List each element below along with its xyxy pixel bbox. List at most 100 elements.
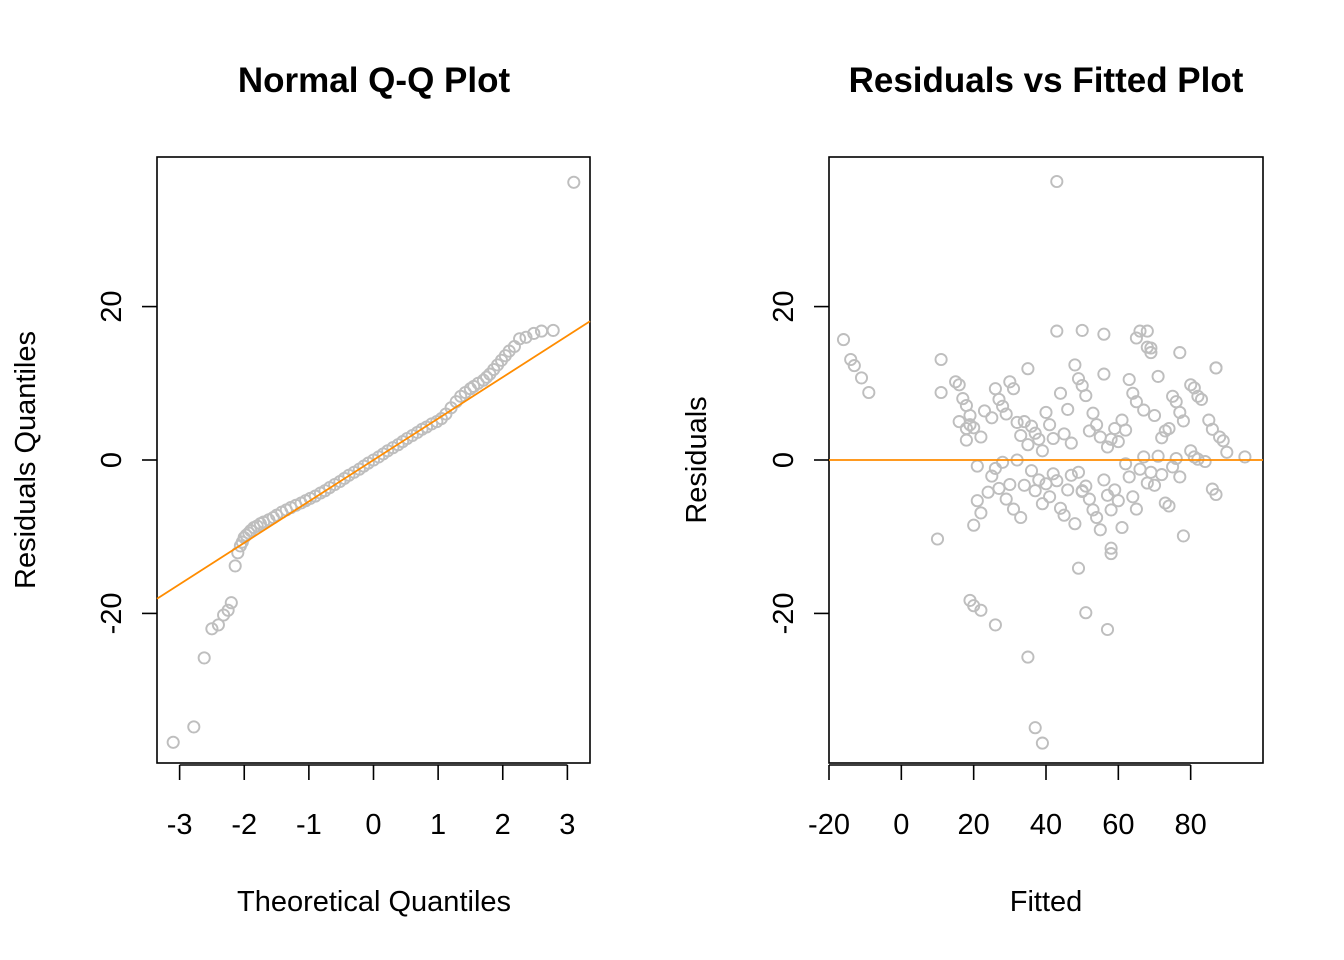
x-tick-label: 3 [559,809,575,841]
data-point [1115,520,1129,535]
data-point [985,411,999,425]
data-point [1061,483,1075,497]
data-point [934,352,948,367]
qq-y-axis: -20 0 20 [96,290,157,634]
data-point [1169,451,1183,466]
data-point [1209,487,1223,502]
data-point [1176,414,1190,428]
data-point [1205,422,1219,436]
data-point [1126,386,1140,400]
x-tick-label: 0 [365,809,381,841]
data-point [1035,736,1049,750]
data-point [1003,375,1017,389]
data-point [1032,473,1046,487]
qq-y-axis-label: Residuals Quantiles [10,331,42,589]
data-point [187,720,201,734]
data-point [1064,436,1078,450]
data-point [1071,372,1086,386]
data-point [1006,502,1021,516]
data-point [166,735,180,749]
data-point [1147,478,1162,492]
data-point [527,326,541,340]
data-point [1104,547,1118,561]
data-point [1039,405,1053,419]
x-tick-label: 60 [1102,809,1134,841]
data-point [1216,434,1230,448]
data-point [1151,369,1165,383]
data-point [1068,517,1082,531]
data-point [1173,346,1187,360]
data-point [1209,361,1223,375]
data-point [197,651,211,665]
y-tick-label: -20 [768,592,800,634]
data-point [1140,476,1154,490]
data-point [1129,331,1143,345]
data-point [967,421,981,435]
x-tick-label: -3 [167,809,193,841]
data-point [1032,432,1046,446]
data-point [1137,403,1151,417]
y-tick-label: -20 [96,592,128,634]
data-point [1140,324,1154,338]
data-point [1035,444,1049,458]
data-point [836,333,851,347]
data-point [970,459,984,473]
x-tick-label: -1 [296,809,322,841]
data-point [1097,367,1111,381]
data-point [999,492,1013,506]
data-point [963,418,977,432]
x-tick-label: 40 [1030,809,1062,841]
data-point [862,385,876,400]
data-point [970,494,984,508]
data-point [1220,445,1234,459]
data-point [224,596,238,610]
residuals-fitted-panel: Residuals vs Fitted Plot -20 0 20 40 60 80 -2… [681,61,1264,918]
data-point [1071,465,1086,479]
data-point [1006,382,1021,396]
x-tick-label: 0 [893,809,909,841]
data-point [1119,423,1133,437]
residuals-x-axis: -20 0 20 40 60 80 [808,764,1207,841]
data-point [988,618,1002,632]
data-point [1238,450,1252,464]
data-point [1028,484,1042,498]
data-point [205,622,219,636]
data-point [996,399,1010,413]
qq-plot-panel: Normal Q-Q Plot -3 -2 -1 0 1 2 3 -20 0 20 Theore… [10,61,591,918]
y-tick-label: 0 [768,452,800,468]
data-point [1129,502,1143,516]
x-tick-label: 20 [958,809,990,841]
data-point [1126,490,1140,504]
y-tick-label: 20 [96,290,128,322]
qq-x-axis: -3 -2 -1 0 1 2 3 [167,764,575,841]
data-point [1057,508,1071,522]
data-point [1028,721,1042,735]
data-point [211,618,225,632]
data-point [959,433,973,447]
data-point [1050,474,1064,488]
data-point [1144,341,1158,355]
data-point [1082,424,1096,438]
x-tick-label: 1 [430,809,446,841]
data-point [1014,428,1028,443]
data-point [1043,418,1057,432]
data-point [1071,561,1086,575]
residuals-fitted-title: Residuals vs Fitted Plot [849,61,1244,100]
data-point [1104,541,1118,555]
data-point [1079,389,1093,403]
data-point [992,481,1006,495]
data-point [1111,494,1125,508]
data-point [956,392,970,406]
data-point [1100,622,1115,637]
data-point [1035,497,1049,511]
data-point [1129,395,1143,409]
data-point [1003,477,1017,492]
data-point [519,330,533,344]
data-point [1155,468,1169,482]
data-point [1093,523,1107,537]
data-point [952,415,966,429]
data-point [992,392,1006,406]
data-point [1075,484,1089,498]
data-point [1050,174,1064,189]
data-point [1064,468,1078,482]
